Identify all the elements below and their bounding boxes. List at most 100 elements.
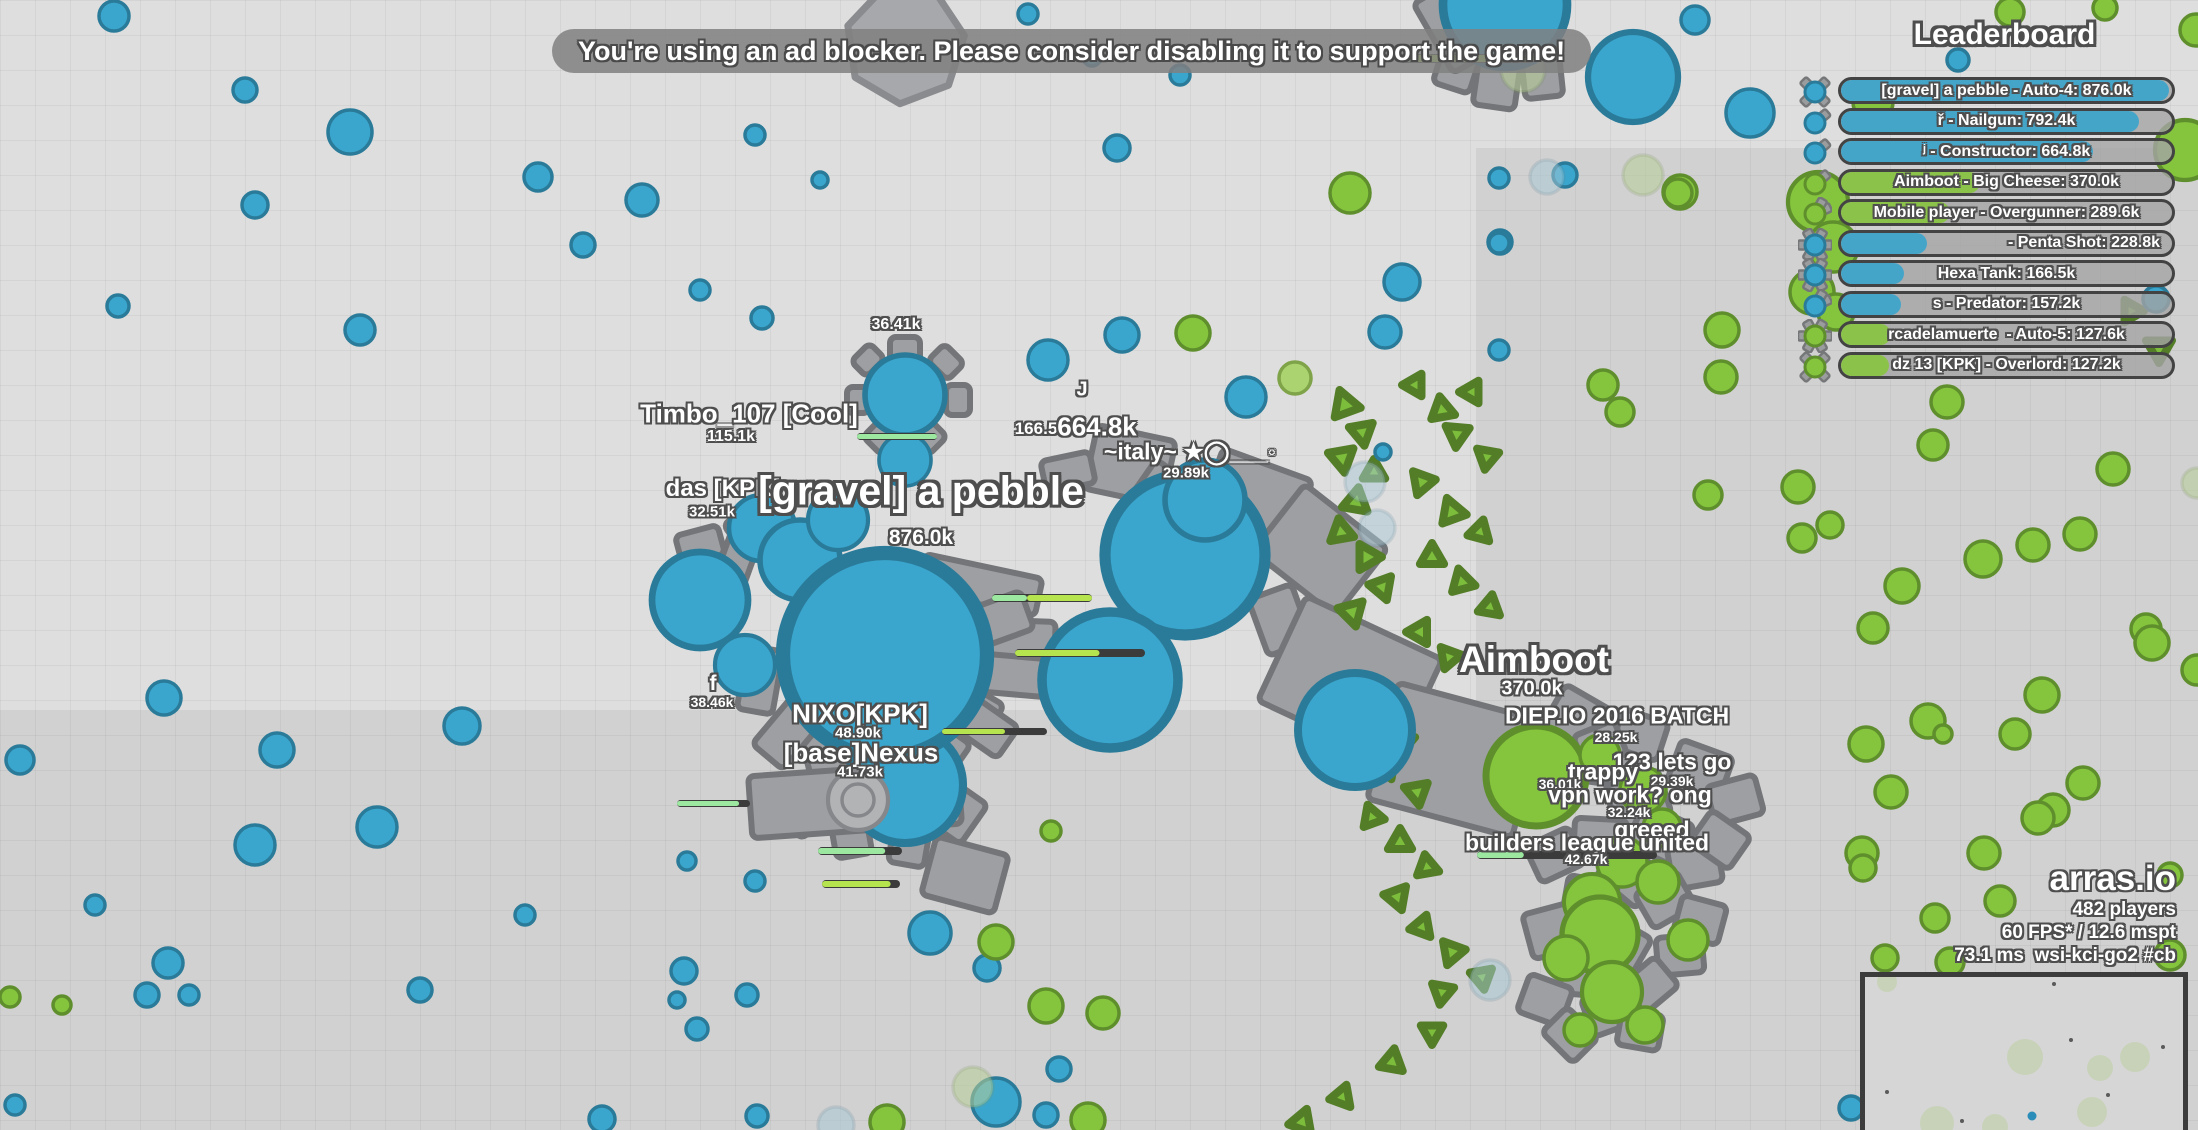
b-circle — [83, 893, 107, 917]
tank-icon — [1799, 350, 1831, 383]
leaderboard-score-bar: Aimboot - Big Cheese: 370.0k — [1838, 168, 2175, 196]
b-circle — [648, 548, 752, 652]
b-circle — [712, 632, 778, 698]
g-circle — [1069, 1101, 1107, 1130]
pg-circle — [2180, 466, 2198, 500]
leaderboard-row: s - Predator: 157.2k — [1788, 288, 2188, 321]
health-bar-fill — [857, 434, 937, 439]
g-circle — [1039, 819, 1063, 843]
crasher-triangle — [1344, 419, 1377, 450]
censored-name-block — [1853, 236, 2003, 251]
g-circle — [2020, 800, 2056, 836]
b-circle — [1584, 28, 1682, 126]
leaderboard-row: Hexa Tank: 166.5k — [1788, 258, 2188, 292]
b-circle — [513, 903, 537, 927]
leaderboard-score-fill — [1841, 80, 2169, 101]
leaderboard-entry-label: ʲ - Constructor: 664.8k — [1922, 142, 2091, 160]
b-circle — [343, 313, 377, 347]
tank-icon — [1803, 107, 1832, 134]
leaderboard-entry-label: s - Predator: 157.2k — [1932, 295, 2081, 312]
crasher-triangle — [1326, 514, 1359, 545]
health-bar-fill — [1015, 650, 1100, 656]
b-circle — [133, 981, 161, 1009]
health-bar-fill — [677, 801, 740, 806]
pbl-circle — [1468, 958, 1512, 1002]
g-circle — [1641, 807, 1683, 849]
player-count: 482 players — [2072, 899, 2176, 920]
b-circle — [775, 545, 995, 765]
health-bar-fill — [822, 881, 891, 887]
tank-icon — [1803, 288, 1832, 317]
b-circle — [442, 706, 482, 746]
gray-barrel — [943, 382, 973, 418]
leaderboard-score-fill — [1841, 354, 1889, 376]
pbl-circle — [1343, 460, 1387, 504]
b-circle — [406, 976, 434, 1004]
pbl-circle — [1357, 508, 1397, 548]
b-circle — [676, 850, 698, 872]
leaderboard-row: Aimboot - Big Cheese: 370.0k — [1788, 168, 2188, 199]
crasher-triangle — [1323, 444, 1358, 477]
g-circle — [1328, 171, 1372, 215]
g-circle — [1174, 314, 1212, 352]
b-circle — [743, 869, 767, 893]
g-circle — [2091, 0, 2119, 22]
b-circle — [688, 278, 712, 302]
crasher-triangle — [1364, 572, 1395, 605]
b-circle — [1945, 47, 1971, 73]
b-circle — [145, 679, 183, 717]
b-circle — [749, 305, 775, 331]
gray-circle — [840, 782, 876, 818]
minimap-canvas — [1877, 972, 2165, 1130]
minimap-dot — [1960, 1119, 1964, 1123]
g-circle — [2180, 653, 2198, 687]
minimap-shape — [1982, 1114, 2008, 1130]
g-circle — [2178, 12, 2198, 48]
g-circle — [1873, 774, 1909, 810]
minimap-dot — [2069, 1038, 2073, 1042]
leaderboard-score-fill — [1841, 171, 1981, 193]
crasher-triangle — [1427, 392, 1460, 423]
g-circle — [1586, 368, 1620, 402]
g-circle — [2062, 516, 2098, 552]
b-circle — [907, 910, 953, 956]
b-circle — [587, 1104, 617, 1130]
leaderboard-score-bar: ř - Nailgun: 792.4k — [1838, 107, 2175, 135]
gray-barrel — [1251, 483, 1389, 617]
crasher-triangle — [1355, 540, 1386, 574]
crasher-triangle — [1405, 910, 1435, 941]
leaderboard-row: ʲ - Constructor: 664.8k — [1788, 138, 2188, 168]
pg-circle — [951, 1065, 995, 1109]
g-circle — [868, 1103, 906, 1130]
leaderboard-title: Leaderboard — [1913, 18, 2096, 51]
lg-circle — [1277, 360, 1313, 396]
g-circle — [1595, 835, 1649, 889]
g-circle — [1666, 918, 1710, 962]
health-bar-fill — [1027, 595, 1092, 601]
crasher-triangle — [1448, 564, 1480, 596]
b-circle — [258, 731, 296, 769]
leaderboard-entry-label: Hexa Tank: 166.5k — [1937, 264, 2076, 282]
b-circle — [105, 293, 131, 319]
g-circle — [1848, 853, 1878, 883]
health-bar-fill — [1477, 852, 1524, 858]
g-circle — [1883, 567, 1921, 605]
crasher-triangle — [1330, 385, 1365, 422]
leaderboard-score-bar: [gravel] a pebble - Auto-4: 876.0k — [1838, 77, 2175, 104]
crasher-triangle — [1359, 800, 1389, 831]
b-circle — [1224, 375, 1268, 419]
crasher-triangle — [1428, 979, 1459, 1009]
b-circle — [734, 982, 760, 1008]
g-circle — [1027, 987, 1065, 1025]
g-circle — [1856, 611, 1890, 645]
b-circle — [1373, 442, 1393, 462]
leaderboard-score-fill — [1841, 263, 1904, 284]
crasher-triangle — [1415, 539, 1449, 568]
g-circle — [1579, 959, 1645, 1025]
b-circle — [1103, 316, 1141, 354]
g-circle — [1932, 723, 1954, 745]
g-circle — [1703, 359, 1739, 395]
b-circle — [1487, 338, 1511, 362]
b-circle — [1037, 607, 1183, 753]
